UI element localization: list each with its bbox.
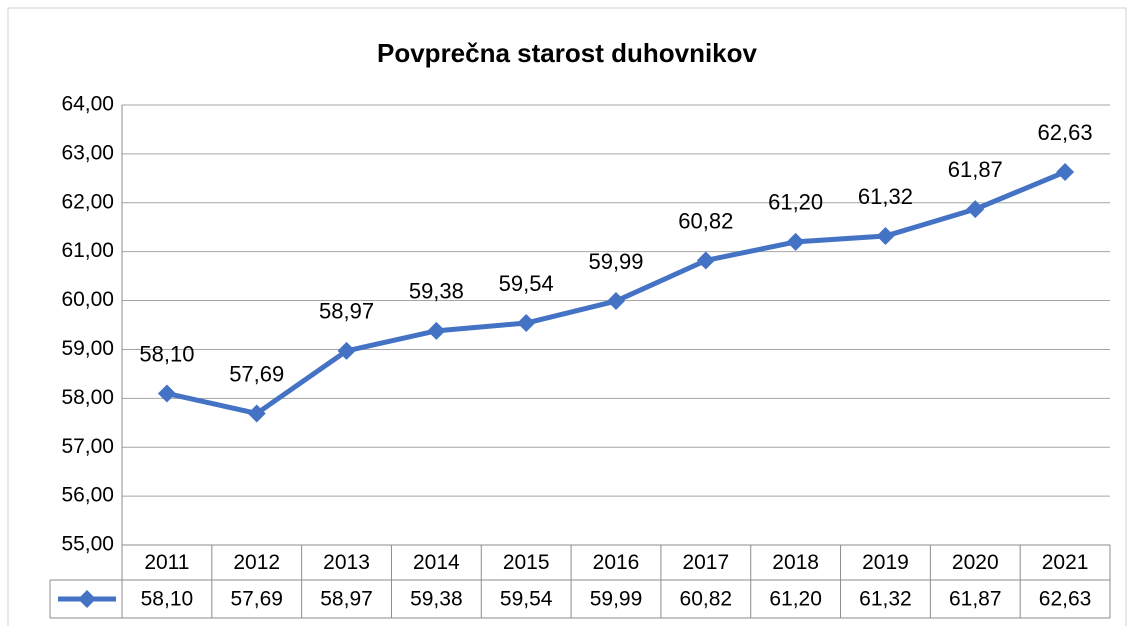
table-value: 62,63 bbox=[1039, 588, 1092, 611]
data-point bbox=[337, 341, 356, 360]
table-value: 61,87 bbox=[949, 588, 1002, 611]
data-point bbox=[1056, 162, 1075, 181]
data-label: 61,32 bbox=[858, 184, 913, 209]
data-point bbox=[696, 251, 715, 270]
table-value: 58,10 bbox=[141, 588, 194, 611]
table-value: 59,99 bbox=[590, 588, 643, 611]
table-value: 59,38 bbox=[410, 588, 463, 611]
data-label: 61,87 bbox=[948, 157, 1003, 182]
y-tick-label: 58,00 bbox=[61, 386, 114, 409]
legend-marker bbox=[78, 590, 96, 608]
x-tick-label: 2017 bbox=[682, 551, 729, 574]
data-point bbox=[157, 384, 176, 403]
data-label: 62,63 bbox=[1038, 120, 1093, 145]
x-tick-label: 2014 bbox=[413, 551, 460, 574]
data-point bbox=[876, 227, 895, 246]
y-tick-label: 55,00 bbox=[61, 533, 114, 556]
x-tick-label: 2012 bbox=[233, 551, 280, 574]
chart-frame bbox=[7, 7, 1127, 626]
data-label: 57,69 bbox=[229, 361, 284, 386]
y-tick-label: 62,00 bbox=[61, 190, 114, 213]
data-point bbox=[427, 321, 446, 340]
data-point bbox=[247, 404, 266, 423]
x-tick-label: 2015 bbox=[503, 551, 550, 574]
chart-title: Povprečna starost duhovnikov bbox=[377, 38, 758, 68]
y-tick-label: 60,00 bbox=[61, 288, 114, 311]
y-tick-label: 56,00 bbox=[61, 484, 114, 507]
y-tick-label: 59,00 bbox=[61, 337, 114, 360]
data-label: 58,10 bbox=[139, 341, 194, 366]
x-tick-label: 2013 bbox=[323, 551, 370, 574]
data-label: 59,38 bbox=[409, 279, 464, 304]
data-label: 59,99 bbox=[588, 249, 643, 274]
data-label: 60,82 bbox=[678, 208, 733, 233]
table-value: 61,32 bbox=[859, 588, 912, 611]
y-tick-label: 64,00 bbox=[61, 93, 114, 116]
data-label: 61,20 bbox=[768, 190, 823, 215]
table-value: 59,54 bbox=[500, 588, 553, 611]
table-value: 60,82 bbox=[680, 588, 733, 611]
data-label: 58,97 bbox=[319, 299, 374, 324]
x-tick-label: 2021 bbox=[1042, 551, 1089, 574]
data-point bbox=[966, 200, 985, 219]
data-point bbox=[607, 292, 625, 311]
x-tick-label: 2016 bbox=[593, 551, 640, 574]
table-value: 57,69 bbox=[230, 588, 283, 611]
table-value: 61,20 bbox=[769, 588, 822, 611]
x-tick-label: 2019 bbox=[862, 551, 909, 574]
y-tick-label: 57,00 bbox=[61, 435, 114, 458]
data-point bbox=[786, 232, 805, 251]
x-tick-label: 2011 bbox=[144, 551, 189, 574]
table-value: 58,97 bbox=[320, 588, 373, 611]
y-tick-label: 61,00 bbox=[61, 239, 114, 262]
y-tick-label: 63,00 bbox=[61, 141, 114, 164]
data-point bbox=[517, 314, 536, 333]
data-label: 59,54 bbox=[499, 271, 554, 296]
x-tick-label: 2020 bbox=[952, 551, 999, 574]
x-tick-label: 2018 bbox=[772, 551, 819, 574]
